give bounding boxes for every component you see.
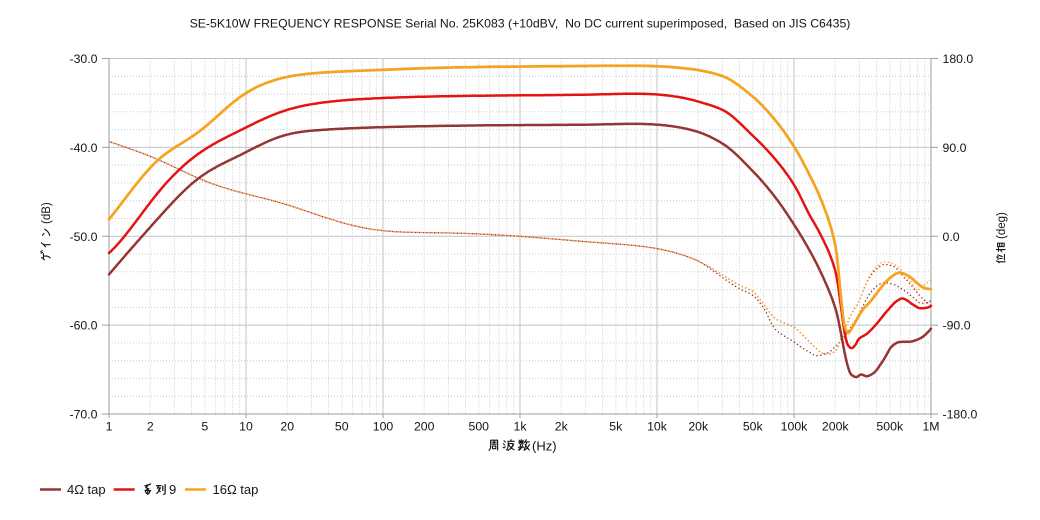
svg-text:2k: 2k (555, 420, 569, 434)
svg-text:(dB): (dB) (41, 202, 53, 224)
svg-text:1M: 1M (922, 420, 939, 434)
svg-text:-90.0: -90.0 (943, 319, 971, 333)
svg-text:50: 50 (335, 420, 349, 434)
svg-text:9: 9 (169, 482, 176, 497)
svg-text:16Ω tap: 16Ω tap (213, 482, 259, 497)
svg-text:100: 100 (373, 420, 394, 434)
svg-text:(deg): (deg) (996, 212, 1008, 239)
svg-text:2: 2 (147, 420, 154, 434)
svg-text:1k: 1k (514, 420, 528, 434)
svg-text:5k: 5k (609, 420, 623, 434)
svg-text:90.0: 90.0 (943, 141, 967, 155)
svg-text:500: 500 (468, 420, 489, 434)
svg-text:-50.0: -50.0 (69, 230, 97, 244)
svg-text:50k: 50k (743, 420, 764, 434)
svg-text:20k: 20k (688, 420, 709, 434)
svg-text:0.0: 0.0 (943, 230, 960, 244)
svg-text:(Hz): (Hz) (532, 439, 557, 454)
svg-text:5: 5 (201, 420, 208, 434)
svg-text:-40.0: -40.0 (69, 141, 97, 155)
svg-text:100k: 100k (781, 420, 809, 434)
svg-text:20: 20 (280, 420, 294, 434)
svg-text:500k: 500k (876, 420, 904, 434)
svg-text:200: 200 (414, 420, 435, 434)
svg-text:4Ω tap: 4Ω tap (67, 482, 106, 497)
svg-text:-180.0: -180.0 (943, 408, 978, 422)
svg-text:SE-5K10W FREQUENCY RESPONSE Se: SE-5K10W FREQUENCY RESPONSE Serial No. 2… (190, 17, 851, 31)
svg-text:1: 1 (106, 420, 113, 434)
svg-text:-60.0: -60.0 (69, 319, 97, 333)
svg-text:-70.0: -70.0 (69, 408, 97, 422)
svg-text:10k: 10k (647, 420, 668, 434)
svg-text:10: 10 (239, 420, 253, 434)
svg-text:180.0: 180.0 (943, 52, 974, 66)
svg-text:200k: 200k (822, 420, 850, 434)
svg-text:-30.0: -30.0 (69, 52, 97, 66)
